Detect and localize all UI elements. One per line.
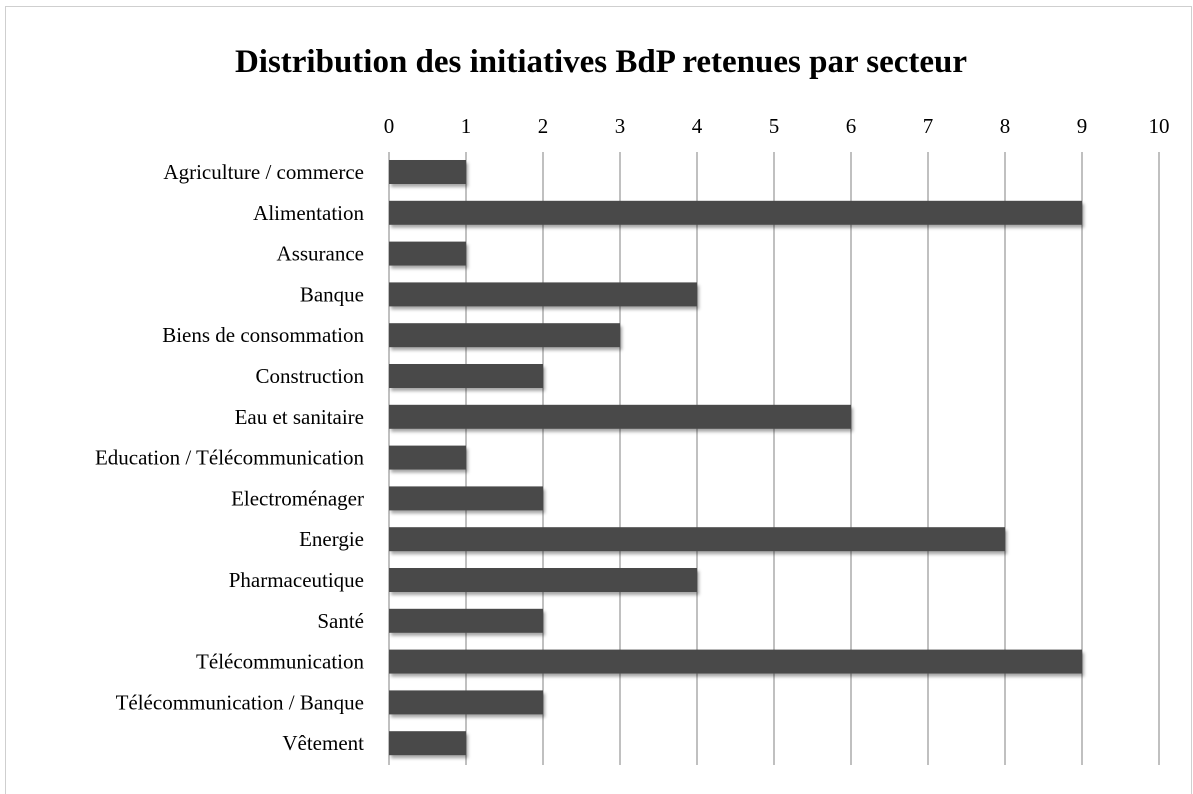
bar-14 [389, 690, 543, 715]
bar-2 [389, 200, 1082, 225]
x-axis-tick-labels: 0 1 2 3 4 5 6 7 8 9 10 [384, 114, 1170, 138]
x-tick-label: 2 [538, 114, 549, 138]
category-label: Construction [256, 364, 365, 388]
bar-8 [389, 445, 466, 470]
bar-11 [389, 568, 697, 592]
category-label: Vêtement [282, 731, 364, 755]
bar-13 [389, 649, 1082, 674]
bar-3 [389, 241, 466, 266]
category-label: Energie [299, 527, 364, 551]
chart-title: Distribution des initiatives BdP retenue… [234, 44, 968, 80]
x-tick-label: 4 [692, 114, 703, 138]
category-label: Eau et sanitaire [235, 405, 364, 429]
category-label: Alimentation [253, 201, 364, 225]
category-label: Santé [317, 609, 364, 633]
category-label: Electroménager [231, 486, 364, 510]
x-tick-label: 9 [1077, 114, 1088, 138]
x-tick-label: 8 [1000, 114, 1011, 138]
x-tick-label: 1 [461, 114, 472, 138]
category-label: Télécommunication [196, 650, 364, 674]
bar-9 [389, 486, 543, 511]
bar-5 [389, 323, 620, 348]
x-tick-label: 10 [1149, 114, 1170, 138]
category-label: Banque [300, 282, 364, 306]
x-tick-label: 0 [384, 114, 395, 138]
category-label: Assurance [277, 242, 364, 266]
bar-10 [389, 527, 1005, 552]
x-tick-label: 3 [615, 114, 626, 138]
bar-15 [389, 731, 466, 756]
category-label: Education / Télécommunication [95, 446, 365, 470]
bar-6 [389, 364, 543, 388]
category-label: Biens de consommation [162, 323, 364, 347]
bar-1 [389, 160, 466, 184]
category-label: Pharmaceutique [229, 568, 364, 592]
bars [389, 160, 1082, 756]
bar-7 [389, 404, 851, 429]
x-tick-label: 7 [923, 114, 934, 138]
category-label: Télécommunication / Banque [116, 690, 364, 714]
x-tick-label: 5 [769, 114, 780, 138]
category-labels: Agriculture / commerce Alimentation Assura… [95, 160, 365, 755]
bar-4 [389, 282, 697, 307]
bar-12 [389, 608, 543, 633]
x-tick-label: 6 [846, 114, 857, 138]
category-label: Agriculture / commerce [163, 160, 364, 184]
